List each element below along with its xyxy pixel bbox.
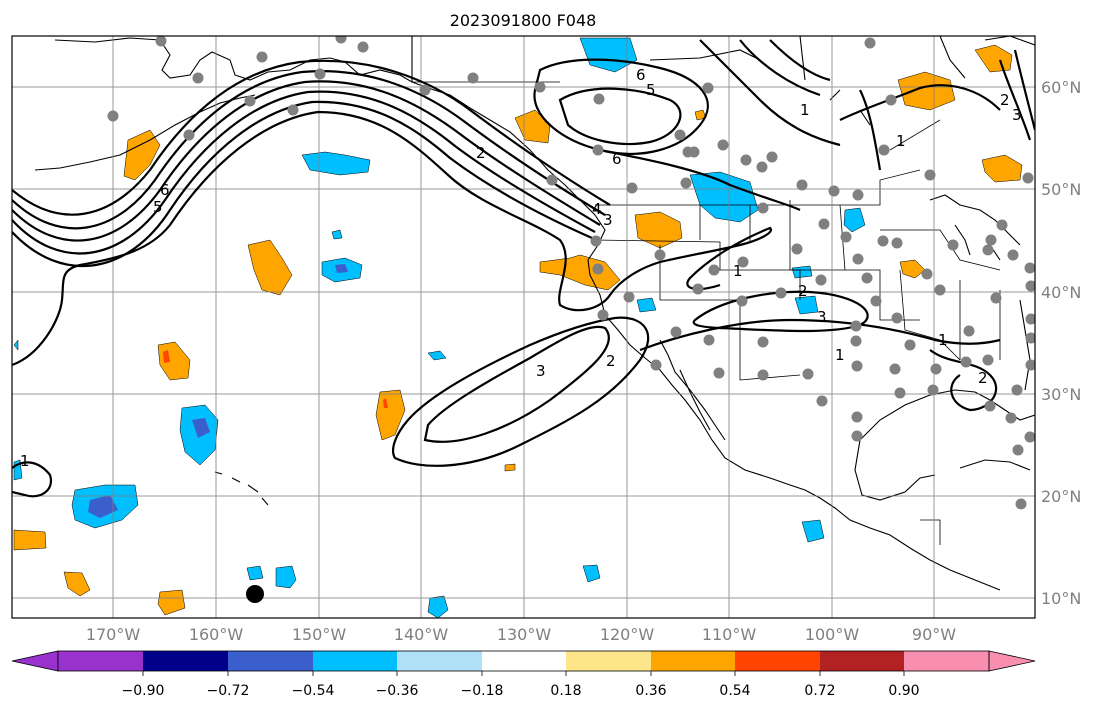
colorbar-tick-label: −0.54 (292, 683, 335, 699)
storm-position-marker (246, 585, 264, 603)
longitude-labels: 170°W 160°W 150°W 140°W 130°W 120°W 110°… (86, 625, 956, 644)
latitude-labels: 60°N 50°N 40°N 30°N 20°N 10°N (1041, 78, 1081, 608)
map-panel: 6 5 6 1 2 6 5 4 3 1 2 3 2 1 3 2 1 1 2 3 … (12, 36, 1035, 618)
lon-label: 170°W (86, 625, 141, 644)
contour-label: 3 (817, 308, 827, 326)
contour-label: 6 (636, 66, 646, 84)
colorbar-over-arrow (988, 650, 1036, 672)
colorbar: −0.90 −0.72 −0.54 −0.36 −0.18 0.18 0.36 … (11, 650, 1036, 699)
station-markers (107, 36, 1035, 510)
lat-label: 40°N (1041, 283, 1081, 302)
colorbar-under-arrow (11, 650, 59, 672)
lat-label: 60°N (1041, 78, 1081, 97)
contour-label: 4 (592, 200, 602, 218)
figure-title: 2023091800 F048 (450, 11, 597, 30)
colorbar-tick-label: 0.72 (804, 683, 835, 699)
lon-label: 120°W (600, 625, 655, 644)
contour-labels: 6 5 6 1 2 6 5 4 3 1 2 3 2 1 3 2 1 1 2 3 … (20, 66, 1022, 470)
colorbar-tick-label: −0.36 (376, 683, 419, 699)
contour-label: 6 (612, 150, 622, 168)
lon-label: 150°W (292, 625, 347, 644)
contour-label: 1 (733, 262, 743, 280)
lon-label: 90°W (912, 625, 956, 644)
contour-label: 1 (938, 331, 948, 349)
colorbar-tick-label: −0.72 (207, 683, 250, 699)
lat-label: 50°N (1041, 180, 1081, 199)
colorbar-tick-label: 0.54 (719, 683, 750, 699)
lat-label: 10°N (1041, 589, 1081, 608)
contour-label: 3 (603, 211, 613, 229)
colorbar-tick-label: 0.36 (635, 683, 666, 699)
contour-label: 2 (1000, 91, 1010, 109)
colorbar-tick-label: 0.90 (888, 683, 919, 699)
colorbar-tick-label: −0.18 (461, 683, 504, 699)
colorbar-tick-label: −0.90 (122, 683, 165, 699)
contour-label: 1 (896, 132, 906, 150)
gridlines (12, 36, 1035, 618)
lat-label: 30°N (1041, 385, 1081, 404)
contour-label: 5 (646, 81, 656, 99)
contour-label: 2 (606, 352, 616, 370)
lon-label: 130°W (497, 625, 552, 644)
contour-label: 1 (835, 346, 845, 364)
contour-label: 2 (978, 369, 988, 387)
contour-label: 3 (1012, 106, 1022, 124)
contour-label: 2 (798, 282, 808, 300)
contour-label: 2 (476, 144, 486, 162)
lon-label: 100°W (805, 625, 860, 644)
lon-label: 160°W (189, 625, 244, 644)
lat-label: 20°N (1041, 487, 1081, 506)
colorbar-tick-label: 0.18 (550, 683, 581, 699)
lon-label: 140°W (394, 625, 449, 644)
contour-label: 1 (20, 452, 30, 470)
contour-label: 1 (800, 101, 810, 119)
contour-label: 6 (160, 181, 170, 199)
contour-label: 5 (153, 198, 163, 216)
contour-label: 3 (536, 362, 546, 380)
map-border (11, 35, 1036, 619)
lon-label: 110°W (702, 625, 757, 644)
anomaly-shading (13, 37, 1023, 618)
height-contours (12, 39, 1035, 498)
